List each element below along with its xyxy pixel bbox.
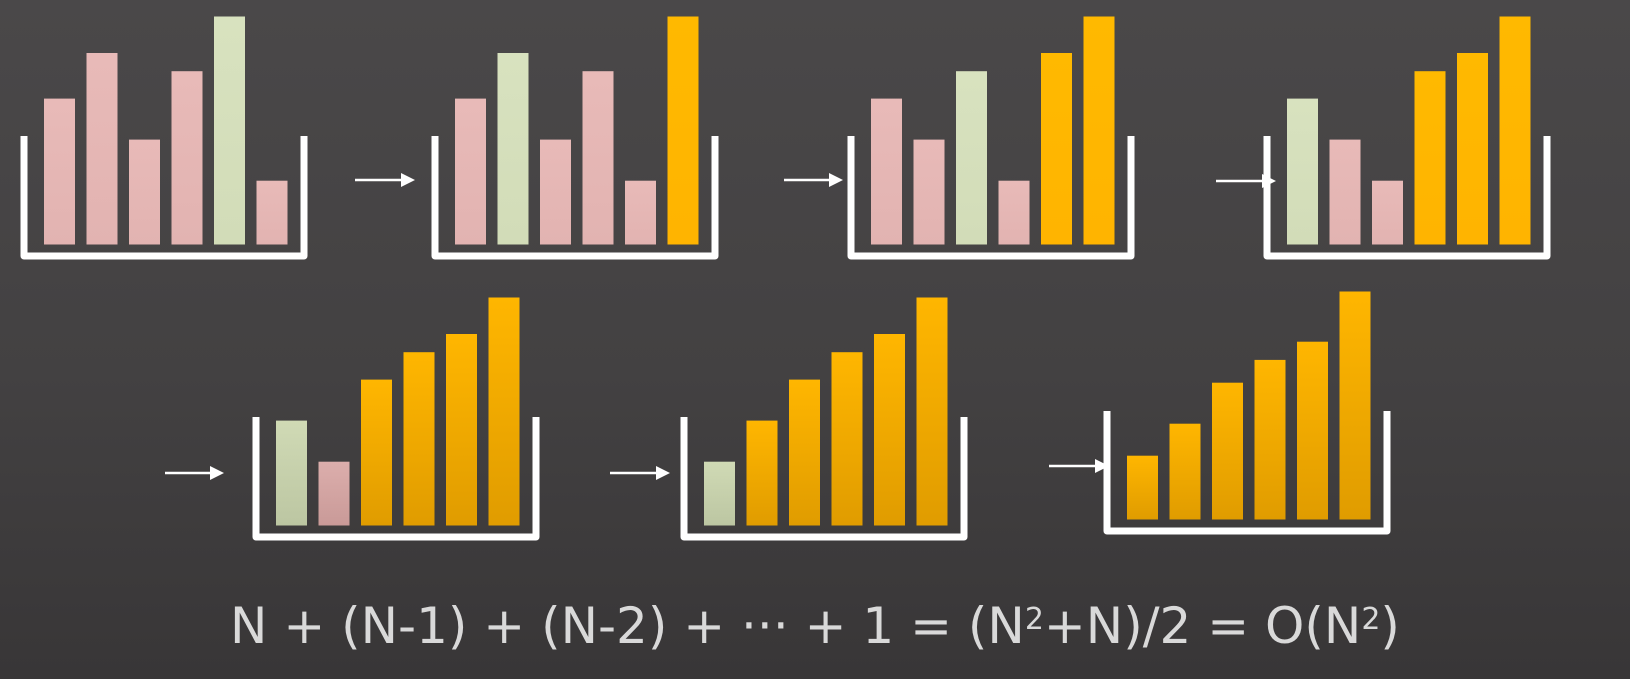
bar-max [497,53,529,245]
bar-sorted [488,297,520,526]
bar-unsorted [625,180,656,245]
bar-unsorted [913,139,945,245]
container-outline [20,136,308,260]
formula-part-3: ) [1380,597,1400,655]
bar-sorted [1457,53,1488,245]
arrow-icon [165,466,224,480]
bar-unsorted [1372,180,1403,245]
container-outline [431,136,719,260]
bar-unsorted [582,71,614,245]
bar-sorted [831,352,863,526]
bar-unsorted [540,139,571,245]
bar-max [704,461,735,526]
bar-unsorted [318,461,350,526]
bar-unsorted [998,180,1030,245]
bar-max [1287,98,1318,245]
bar-unsorted [44,98,75,245]
bar-max [214,16,245,245]
bar-sorted [1212,382,1243,520]
bar-sorted [1041,53,1072,245]
bar-unsorted [871,98,902,245]
bar-sorted [446,334,477,526]
bar-unsorted [1329,139,1361,245]
bar-sorted [361,379,392,526]
container-outline [680,417,968,541]
step-3 [847,16,1135,260]
bar-unsorted [256,180,288,245]
complexity-formula: N + (N-1) + (N-2) + ··· + 1 = (N2+N)/2 =… [0,596,1630,664]
bar-sorted [1169,423,1201,520]
arrow-icon [784,173,843,187]
bar-sorted [1254,359,1286,520]
step-4 [1263,16,1551,260]
bar-sorted [667,16,699,245]
bar-sorted [1127,455,1158,520]
formula-superscript-2: 2 [1361,602,1381,637]
container-outline [1263,136,1551,260]
formula-superscript-1: 2 [1024,602,1044,637]
container-outline [847,136,1135,260]
bar-sorted [1414,71,1446,245]
arrow-icon [610,466,670,480]
formula-part-1: N + (N-1) + (N-2) + ··· + 1 = (N [230,597,1025,655]
arrow-icon [1049,459,1109,473]
bar-sorted [789,379,820,526]
bar-sorted [1339,291,1371,520]
bar-sorted [916,297,948,526]
bar-sorted [1499,16,1531,245]
bar-unsorted [171,71,203,245]
step-7 [1103,291,1391,535]
arrow-icon [355,173,415,187]
bar-sorted [746,420,778,526]
bar-sorted [1297,341,1328,520]
steps-layer [20,16,1551,541]
bar-sorted [403,352,435,526]
bar-unsorted [86,53,118,245]
bar-sorted [874,334,905,526]
arrows-layer [165,173,1276,480]
container-outline [1103,411,1391,535]
step-6 [680,297,968,541]
formula-part-2: +N)/2 = O(N [1043,597,1362,655]
container-outline [252,417,540,541]
step-1 [20,16,308,260]
bar-max [956,71,987,245]
step-2 [431,16,719,260]
arrow-icon [1216,174,1276,188]
bar-unsorted [455,98,486,245]
step-5 [252,297,540,541]
bar-sorted [1083,16,1115,245]
bar-unsorted [129,139,160,245]
bar-max [276,420,307,526]
